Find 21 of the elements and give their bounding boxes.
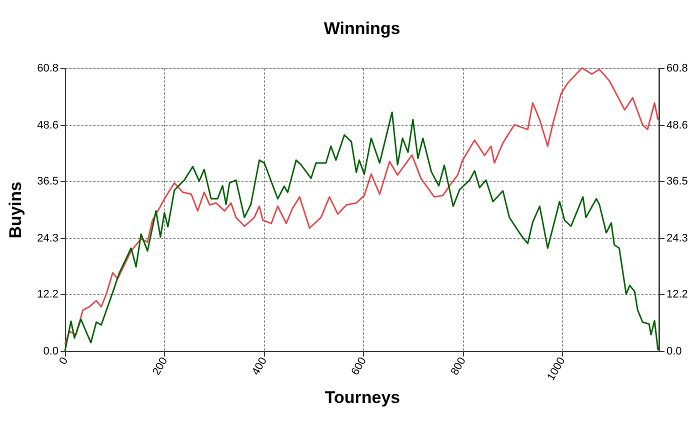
y2-tick-label: 0.0	[666, 346, 682, 358]
x-tick-label: 400	[250, 356, 270, 378]
y-tick-label: 48.6	[37, 119, 58, 132]
line-series	[64, 67, 659, 345]
x-tick-label: 600	[349, 356, 369, 378]
x-tick-label: 200	[150, 356, 170, 378]
y-tick-label: 36.5	[37, 176, 58, 188]
chart-title: Winnings	[324, 19, 400, 38]
y-tick-label: 12.2	[37, 288, 58, 301]
x-tick-label: 0	[57, 356, 71, 367]
y-tick-label: 0.0	[43, 346, 58, 358]
y-tick-label: 60.8	[37, 62, 58, 74]
y2-tick-label: 60.8	[666, 62, 688, 74]
y2-tick-label: 12.2	[666, 288, 688, 301]
y2-tick-label: 36.5	[666, 176, 688, 188]
x-tick-label: 800	[448, 356, 468, 378]
x-axis-title: Tourneys	[324, 388, 400, 408]
y-tick-label: 24.3	[37, 232, 58, 244]
y2-tick-label: 48.6	[666, 119, 688, 132]
y-axis-title: Buyins	[6, 182, 26, 238]
y2-tick-label: 24.3	[666, 232, 688, 244]
